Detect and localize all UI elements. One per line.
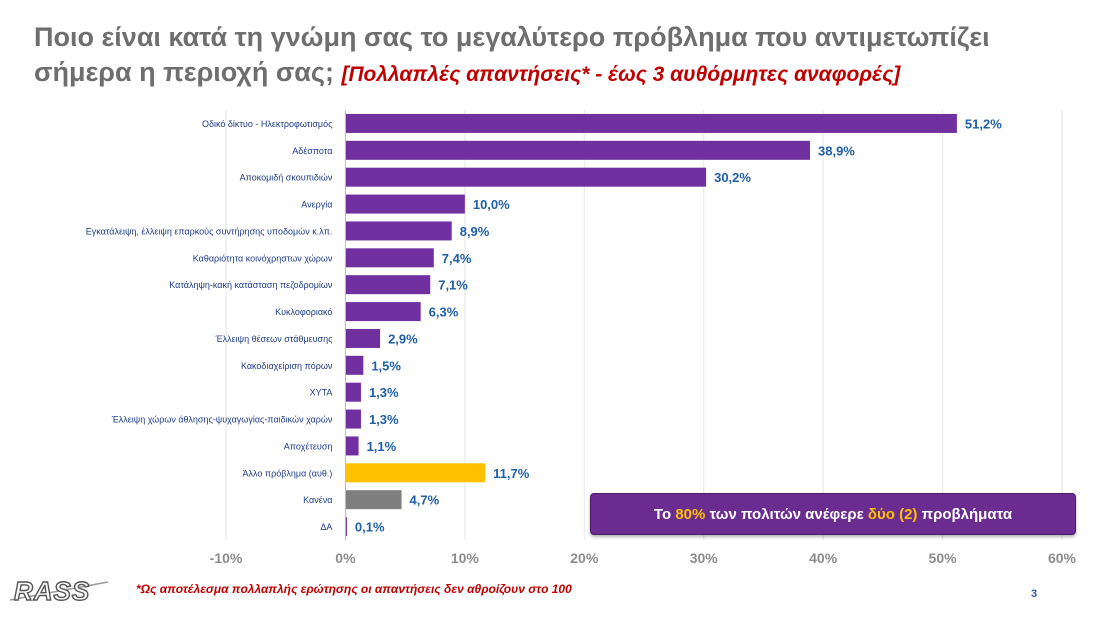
page-number: 3: [1031, 588, 1038, 600]
data-label: 11,7%: [493, 466, 530, 481]
data-label: 1,5%: [371, 358, 401, 373]
bar: [345, 382, 361, 402]
bar: [345, 194, 465, 214]
bar: [345, 409, 361, 429]
bar: [345, 463, 486, 483]
bar: [345, 248, 434, 268]
bar: [345, 490, 402, 510]
category-label: Κανένα: [303, 495, 332, 505]
x-tick-label: 40%: [809, 550, 838, 566]
bar: [345, 436, 359, 456]
data-label: 51,2%: [965, 116, 1002, 131]
category-label: ΧΥΤΑ: [310, 388, 333, 398]
category-label: Κακοδιαχείριση πόρων: [241, 361, 333, 371]
category-label: Εγκατάλειψη, έλλειψη επαρκούς συντήρησης…: [86, 226, 333, 236]
category-label: Κατάληψη-κακή κατάσταση πεζοδρομίων: [169, 280, 333, 290]
category-label: Έλλειψη θέσεων στάθμευσης: [215, 334, 333, 344]
category-label: Κυκλοφοριακό: [275, 307, 332, 317]
callout-box: Το 80% των πολιτών ανέφερε δύο (2) προβλ…: [590, 493, 1076, 535]
category-label: Ανεργία: [301, 200, 332, 210]
category-label: Καθαριότητα κοινόχρηστων χώρων: [193, 253, 333, 263]
x-tick-label: 30%: [690, 550, 719, 566]
x-tick-label: 10%: [451, 550, 480, 566]
callout-highlight-percent: 80%: [675, 505, 706, 523]
x-tick-label: 0%: [335, 550, 356, 566]
bar: [345, 355, 364, 375]
data-label: 10,0%: [473, 197, 510, 212]
category-label: Αποκομιδή σκουπιδιών: [240, 173, 333, 183]
data-label: 8,9%: [460, 224, 490, 239]
x-tick-label: 20%: [570, 550, 599, 566]
bar: [345, 517, 347, 537]
category-label: Αδέσποτα: [292, 146, 332, 156]
page-title: Ποιο είναι κατά τη γνώμη σας το μεγαλύτε…: [34, 20, 1074, 92]
data-label: 6,3%: [429, 305, 459, 320]
data-label: 4,7%: [410, 493, 440, 508]
bar: [345, 113, 957, 133]
data-label: 1,1%: [367, 439, 397, 454]
x-tick-label: 60%: [1048, 550, 1077, 566]
category-label: Άλλο πρόβλημα (αυθ.): [243, 468, 333, 478]
title-main: Ποιο είναι κατά τη γνώμη σας το μεγαλύτε…: [34, 22, 990, 87]
callout-highlight-count: δύο (2): [867, 505, 918, 523]
logo-text: RASS: [14, 576, 90, 606]
rass-logo: RASS: [9, 576, 109, 606]
callout-part1: Το: [653, 505, 676, 523]
data-label: 7,4%: [442, 251, 472, 266]
data-label: 0,1%: [355, 520, 385, 535]
x-tick-label: 50%: [929, 550, 958, 566]
bar: [345, 221, 452, 241]
data-label: 2,9%: [388, 331, 418, 346]
data-label: 1,3%: [369, 412, 399, 427]
bar: [345, 328, 381, 348]
data-label: 30,2%: [714, 170, 751, 185]
category-label: ΔΑ: [320, 522, 332, 532]
title-subtitle: [Πολλαπλές απαντήσεις* - έως 3 αυθόρμητε…: [341, 63, 901, 86]
bar: [345, 167, 707, 187]
x-tick-label: -10%: [210, 550, 243, 566]
data-label: 38,9%: [818, 143, 855, 158]
category-label: Έλλειψη χώρων άθλησης-ψυχαγωγίας-παιδικώ…: [111, 415, 333, 425]
bar: [345, 140, 811, 160]
data-label: 1,3%: [369, 385, 399, 400]
category-label: Οδικό δίκτυο - Ηλεκτροφωτισμός: [202, 119, 333, 129]
category-label: Αποχέτευση: [284, 441, 333, 451]
callout-part2: των πολιτών ανέφερε: [705, 505, 868, 523]
callout-part3: προβλήματα: [917, 505, 1013, 523]
footnote: *Ως αποτέλεσμα πολλαπλής ερώτησης οι απα…: [136, 582, 572, 596]
data-label: 7,1%: [438, 278, 468, 293]
bar: [345, 302, 421, 322]
bar: [345, 275, 431, 295]
